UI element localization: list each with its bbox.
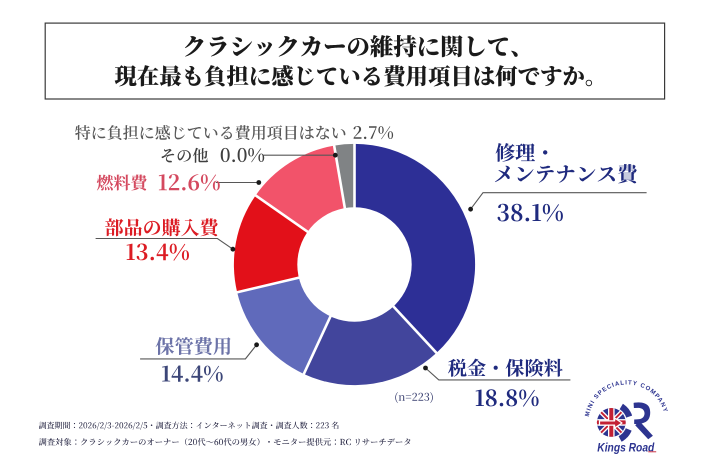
svg-text:Kings Road: Kings Road	[597, 440, 654, 454]
